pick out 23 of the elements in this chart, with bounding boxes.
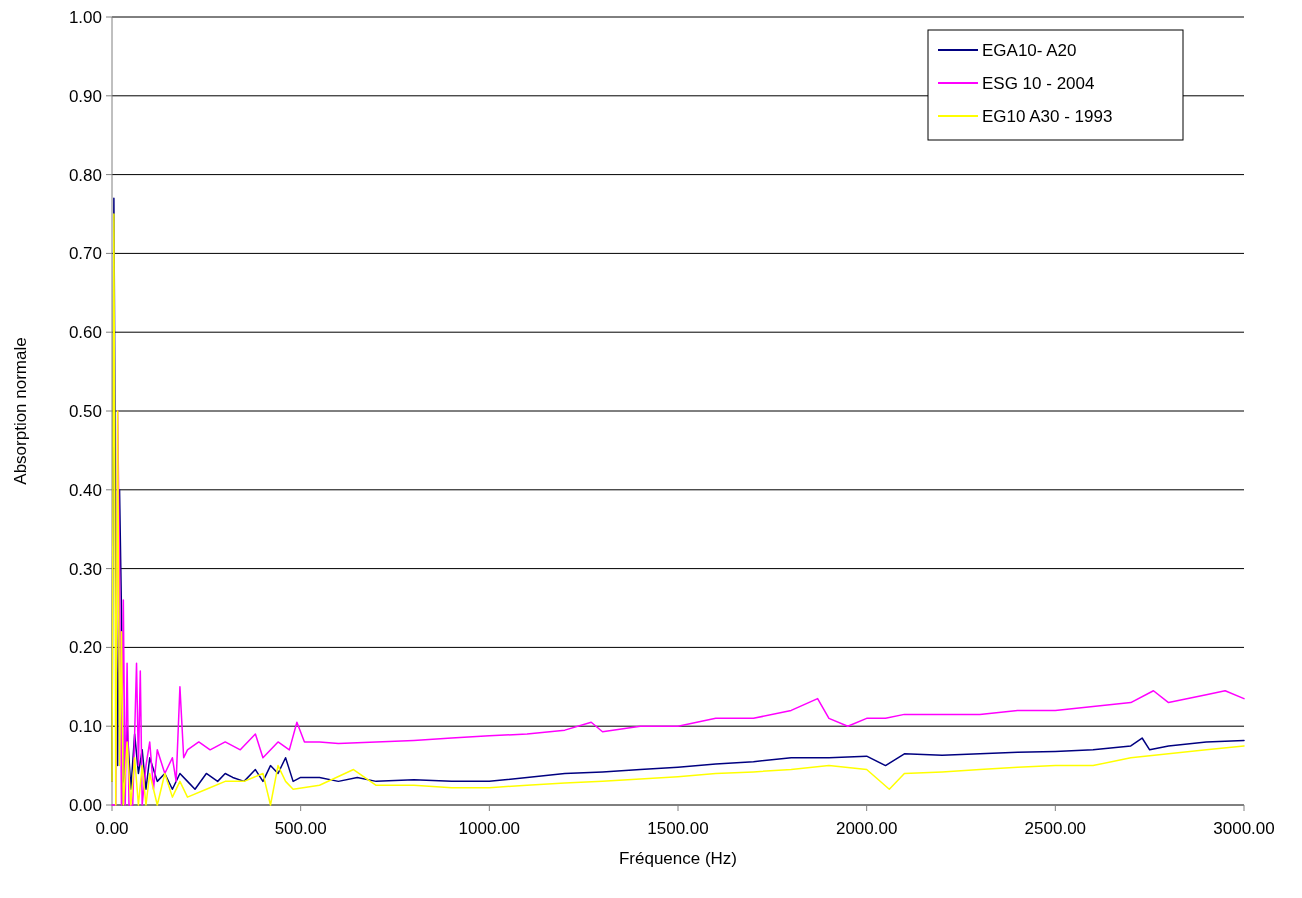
y-tick-label: 0.00 (68, 795, 102, 815)
x-tick-label: 500.00 (274, 819, 327, 838)
y-tick-label: 0.90 (68, 86, 102, 106)
x-tick-label: 0.00 (95, 819, 129, 838)
y-tick-label: 0.30 (68, 559, 102, 579)
x-tick-label: 2000.00 (835, 819, 898, 838)
y-tick-label: 0.10 (68, 717, 102, 737)
x-tick-label: 2500.00 (1024, 819, 1087, 838)
y-tick-label: 0.50 (68, 401, 102, 421)
y-tick-label: 0.70 (68, 244, 102, 264)
legend-label: EG10 A30 - 1993 (982, 106, 1113, 126)
legend-label: EGA10- A20 (982, 40, 1077, 60)
y-tick-label: 0.60 (68, 323, 102, 343)
y-tick-label: 0.80 (68, 165, 102, 185)
x-tick-label: 1000.00 (458, 819, 521, 838)
x-tick-label: 3000.00 (1213, 819, 1275, 838)
legend-label: ESG 10 - 2004 (982, 73, 1095, 93)
y-tick-label: 0.40 (68, 480, 102, 500)
y-tick-label: 1.00 (68, 7, 102, 27)
y-axis-title: Absorption normale (11, 337, 30, 485)
x-axis-title: Fréquence (Hz) (618, 849, 738, 868)
y-tick-label: 0.20 (68, 638, 102, 658)
x-tick-label: 1500.00 (647, 819, 709, 838)
